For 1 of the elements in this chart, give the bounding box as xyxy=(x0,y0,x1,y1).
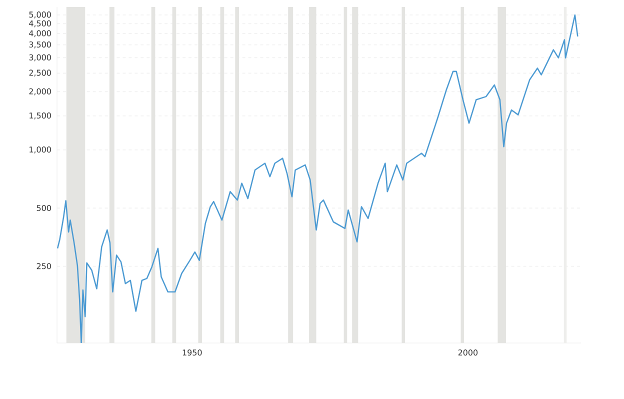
line-series xyxy=(57,14,578,343)
